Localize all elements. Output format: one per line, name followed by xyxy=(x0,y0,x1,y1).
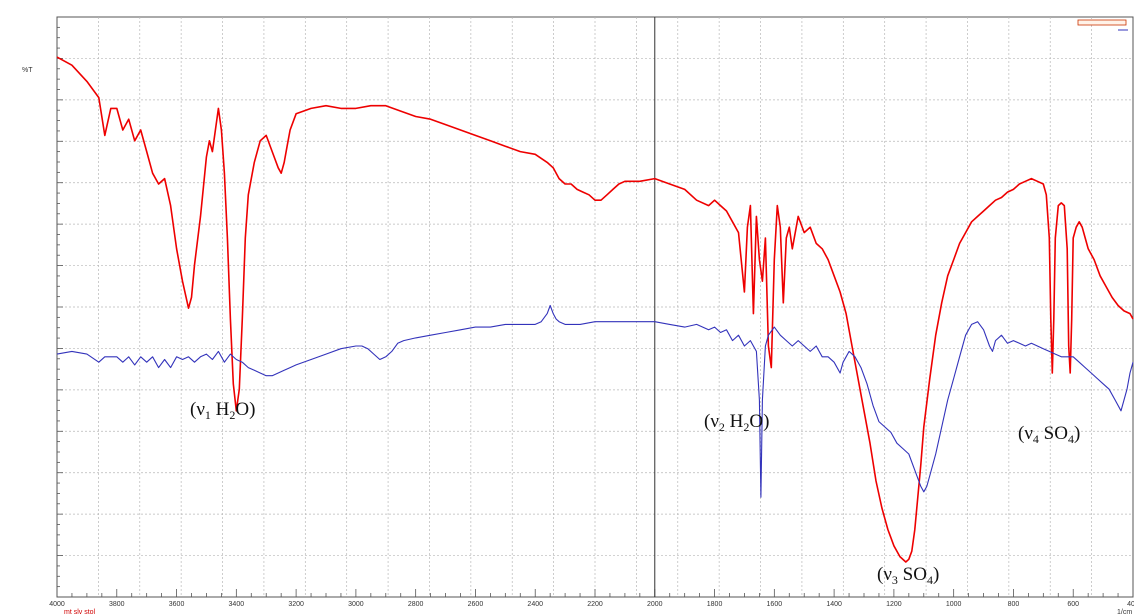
x-tick-label: 3600 xyxy=(169,601,185,608)
annotation-v3-so4: (ν3 SO4) xyxy=(877,564,939,587)
y-axis-label: %T xyxy=(22,67,33,74)
x-tick-label: 2000 xyxy=(647,601,663,608)
x-tick-label: 3000 xyxy=(348,601,364,608)
spectrum-series-group xyxy=(56,56,1134,563)
sample-label: mt slv stol xyxy=(64,609,96,616)
x-axis-unit-label: 1/cm xyxy=(1117,609,1132,616)
x-tick-label: 2200 xyxy=(587,601,603,608)
series-line-1 xyxy=(56,304,1134,498)
x-tick-label: 800 xyxy=(1008,601,1020,608)
x-tick-label: 1400 xyxy=(826,601,842,608)
x-tick-label: 4000 xyxy=(49,601,65,608)
x-tick-label: 1200 xyxy=(886,601,902,608)
x-tick-label: 1600 xyxy=(767,601,783,608)
y-axis-ticks xyxy=(57,16,63,598)
legend-entry-red xyxy=(1077,19,1127,26)
x-tick-label: 3400 xyxy=(229,601,245,608)
series-line-0 xyxy=(56,56,1134,563)
grid-lines xyxy=(57,17,1133,597)
x-axis-ticks: 4000 3800 3600 3400 3200 3000 2800 2600 2400 2200… xyxy=(49,589,1134,608)
x-tick-label: 600 xyxy=(1067,601,1079,608)
x-tick-label: 1000 xyxy=(946,601,962,608)
annotation-v4-so4: (ν4 SO4) xyxy=(1018,423,1080,446)
x-tick-label: 1800 xyxy=(707,601,723,608)
legend xyxy=(1077,19,1128,31)
x-tick-label: 3800 xyxy=(109,601,125,608)
x-tick-label: 400 xyxy=(1127,601,1134,608)
x-tick-label: 2400 xyxy=(527,601,543,608)
annotation-v2-h2o: (ν2 H2O) xyxy=(704,411,769,434)
x-tick-label: 3200 xyxy=(288,601,304,608)
x-tick-label: 2600 xyxy=(468,601,484,608)
x-tick-label: 2800 xyxy=(408,601,424,608)
annotation-v1-h2o: (ν1 H2O) xyxy=(190,399,255,422)
